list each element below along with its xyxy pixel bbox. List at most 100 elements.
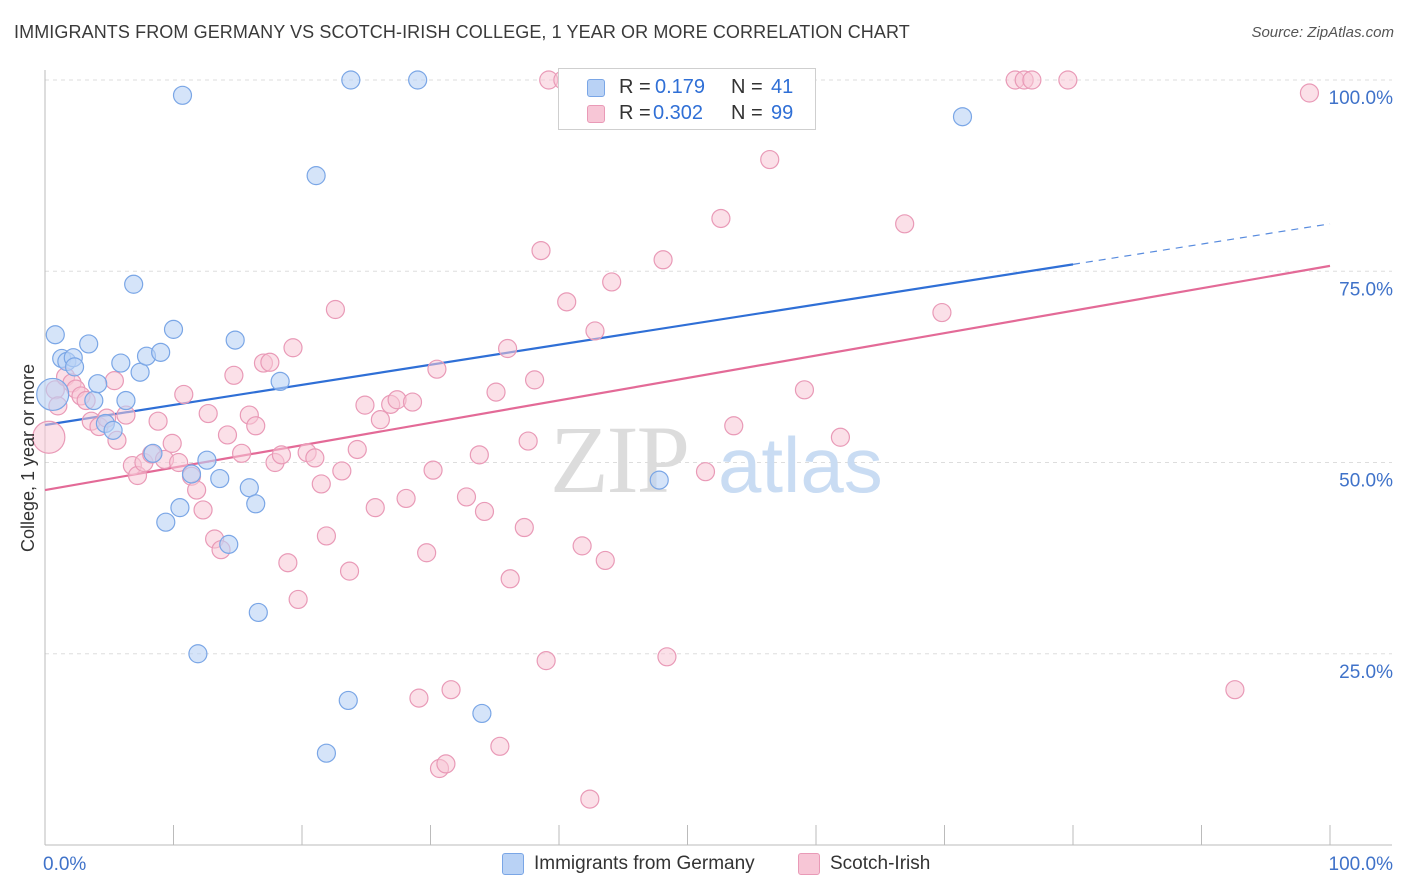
scotch-irish-point [104, 371, 124, 391]
bottom-legend-label-germany: Immigrants from Germany [534, 853, 755, 874]
germany-point [225, 330, 245, 350]
germany-point [472, 703, 492, 724]
axis-labels: 25.0% 50.0% 75.0% 100.0% 0.0% 100.0% College, … [18, 88, 1393, 875]
scotch-irish-point [474, 501, 495, 522]
trend-lines [44, 223, 1331, 492]
x-tick-label: 100.0% [1329, 854, 1394, 875]
source-credit: Source: ZipAtlas.com [1251, 24, 1394, 41]
scotch-irish-point [441, 680, 461, 700]
germany-point [124, 274, 144, 294]
scotch-irish-point [325, 299, 346, 320]
scotch-irish-point [271, 445, 292, 465]
legend-n-value: 99 [771, 102, 794, 124]
legend-r-label: R = [619, 76, 651, 98]
scotch-irish-point [524, 370, 545, 390]
legend-swatch-blue [587, 79, 605, 97]
germany-point [210, 468, 230, 489]
watermark-atlas: atlas [718, 421, 883, 509]
scotch-irish-point [396, 488, 416, 509]
scotch-irish-point [187, 480, 207, 500]
scotch-irish-point [602, 272, 622, 292]
scotch-irish-point [283, 338, 303, 358]
scotch-irish-point [347, 439, 367, 460]
bottom-legend-swatch-blue [502, 853, 524, 875]
scotch-irish-point [436, 754, 456, 774]
axes [44, 70, 1392, 846]
legend-n-label: N = [731, 102, 763, 124]
germany-point [79, 334, 99, 354]
germany-point [36, 377, 70, 412]
germany-point [156, 512, 176, 532]
scotch-irish-point [232, 443, 252, 463]
germany-point [341, 70, 361, 90]
scotch-irish-point [1058, 70, 1078, 90]
scotch-irish-point [355, 395, 375, 415]
scotch-irish-point [174, 384, 194, 405]
y-axis-label: College, 1 year or more [18, 364, 38, 552]
scotch-irish-point [169, 452, 189, 473]
germany-point [45, 325, 65, 345]
scotch-irish-trend-line [44, 264, 1331, 492]
germany-point [181, 464, 202, 484]
scotch-irish-point [217, 425, 238, 445]
grid-lines [45, 79, 1392, 655]
correlation-legend: R = 0.179 N = 41 R = 0.302 N = 99 [558, 68, 816, 130]
germany-point [270, 371, 290, 392]
scotch-irish-point [572, 536, 592, 556]
scotch-irish-point [198, 403, 218, 424]
scotch-irish-point [531, 240, 551, 261]
germany-point [170, 498, 190, 518]
germany-point [64, 357, 85, 377]
scotch-irish-point [260, 352, 280, 372]
germany-point [151, 342, 171, 362]
germany-point [316, 743, 337, 763]
germany-point [246, 494, 266, 514]
germany-point [84, 390, 104, 411]
scotch-irish-point [148, 411, 168, 431]
scotch-irish-point [518, 431, 538, 451]
scotch-irish-point [490, 736, 510, 756]
germany-points [36, 70, 973, 763]
germany-point [163, 319, 184, 339]
germany-trend-extension [1072, 223, 1331, 265]
scotch-irish-point [305, 448, 325, 468]
scotch-irish-point [585, 321, 605, 341]
legend-row-germany: R = 0.179 N = 41 [559, 75, 815, 101]
y-tick-label: 25.0% [1339, 662, 1393, 683]
x-tick-label: 0.0% [43, 854, 86, 875]
germany-point [248, 602, 268, 623]
scotch-irish-point [760, 149, 780, 170]
scotch-irish-point [332, 461, 352, 481]
scotch-irish-point [932, 302, 952, 323]
germany-point [130, 362, 150, 382]
watermark: ZIP atlas [550, 406, 883, 513]
scotch-irish-point [32, 420, 66, 454]
legend-n-label: N = [731, 76, 763, 98]
scotch-irish-point [469, 445, 489, 465]
germany-point [188, 644, 208, 664]
scotch-irish-point [711, 208, 731, 229]
legend-row-scotch-irish: R = 0.302 N = 99 [559, 101, 815, 127]
bottom-legend-label-scotch-irish: Scotch-Irish [830, 853, 931, 874]
scotch-irish-point [536, 651, 556, 671]
legend-r-value: 0.302 [653, 102, 704, 124]
germany-point [111, 353, 131, 373]
scotch-irish-point [162, 433, 182, 453]
scotch-irish-point [409, 688, 429, 708]
scotch-irish-point [498, 338, 518, 359]
scotch-irish-point [456, 487, 477, 507]
germany-point [219, 534, 239, 554]
scotch-irish-point [278, 553, 298, 573]
scotch-irish-point [486, 382, 506, 402]
scotch-irish-point [895, 214, 915, 234]
chart-title: IMMIGRANTS FROM GERMANY VS SCOTCH-IRISH … [14, 22, 910, 42]
scotch-irish-point [370, 410, 390, 430]
germany-point [88, 374, 108, 394]
y-tick-label: 75.0% [1339, 279, 1393, 300]
scotch-irish-point [724, 416, 744, 436]
scotch-irish-point [794, 380, 815, 400]
scotch-irish-point [1299, 83, 1320, 103]
scotch-irish-point [1022, 70, 1042, 90]
germany-point [952, 107, 973, 127]
germany-point [172, 85, 193, 105]
